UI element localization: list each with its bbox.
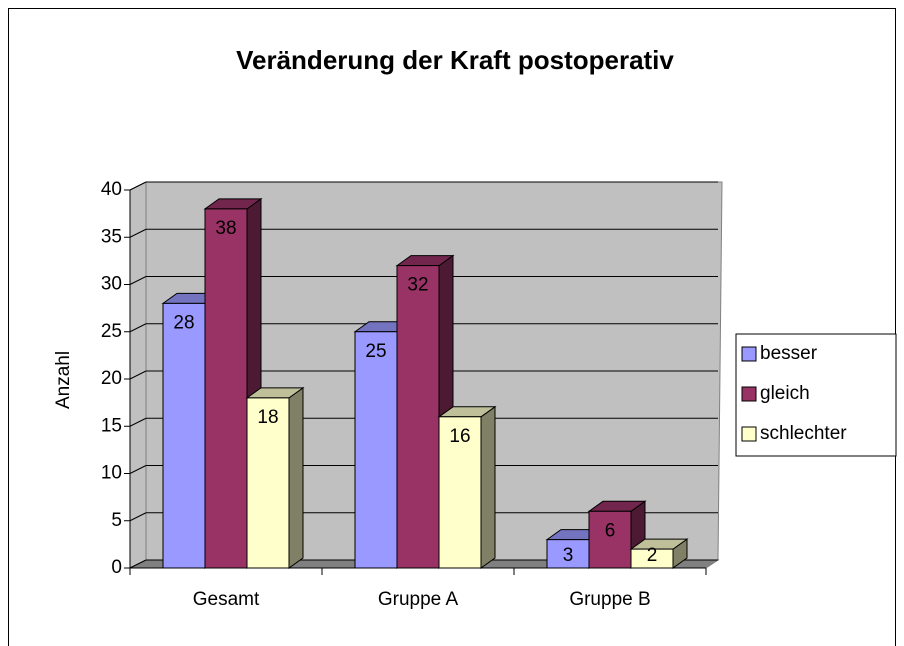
legend-label: besser: [760, 343, 818, 364]
y-tick-label: 25: [101, 321, 122, 342]
data-label: 2: [647, 545, 658, 566]
bar: [630, 548, 674, 569]
data-label: 28: [173, 312, 194, 333]
x-tick-label: Gruppe A: [378, 589, 459, 610]
bar: [438, 416, 482, 569]
bar: [204, 208, 248, 569]
bar: [546, 539, 590, 569]
bar-side: [288, 386, 304, 569]
data-label: 38: [215, 218, 236, 239]
y-tick-label: 30: [101, 274, 122, 295]
grid-line: [129, 323, 147, 333]
data-label: 25: [365, 341, 386, 362]
legend-swatch: [741, 386, 757, 402]
data-label: 16: [449, 426, 470, 447]
bar: [396, 265, 440, 569]
y-tick-label: 15: [101, 415, 122, 436]
bar: [246, 397, 290, 569]
legend-box: [735, 333, 897, 457]
grid-line: [129, 465, 147, 474]
bar: [354, 331, 398, 569]
bar: [588, 510, 632, 569]
chart-title: Veränderung der Kraft postoperativ: [236, 45, 674, 75]
data-label: 18: [257, 407, 278, 428]
y-tick-label: 0: [111, 557, 122, 578]
data-label: 32: [407, 275, 428, 296]
bar-side: [480, 405, 496, 569]
grid-line: [129, 181, 147, 191]
data-label: 3: [563, 545, 574, 566]
x-tick-label: Gruppe B: [569, 589, 650, 610]
legend-swatch: [741, 346, 757, 362]
bar: [162, 302, 206, 569]
x-tick-label: Gesamt: [193, 589, 260, 610]
y-tick-label: 20: [101, 368, 122, 389]
grid-line: [129, 417, 147, 427]
y-tick-label: 5: [111, 510, 122, 531]
y-tick-label: 40: [101, 179, 122, 200]
legend-label: gleich: [760, 383, 810, 404]
grid-line: [129, 559, 147, 569]
legend-swatch: [741, 426, 757, 442]
legend-label: schlechter: [760, 423, 847, 444]
y-tick-label: 35: [101, 226, 122, 247]
grid-line: [129, 228, 147, 238]
grid-line: [129, 512, 147, 522]
grid-line: [129, 370, 147, 380]
y-tick-label: 10: [101, 463, 122, 484]
y-axis-title: Anzahl: [53, 351, 74, 409]
data-label: 6: [605, 520, 616, 541]
grid-line: [129, 276, 147, 285]
